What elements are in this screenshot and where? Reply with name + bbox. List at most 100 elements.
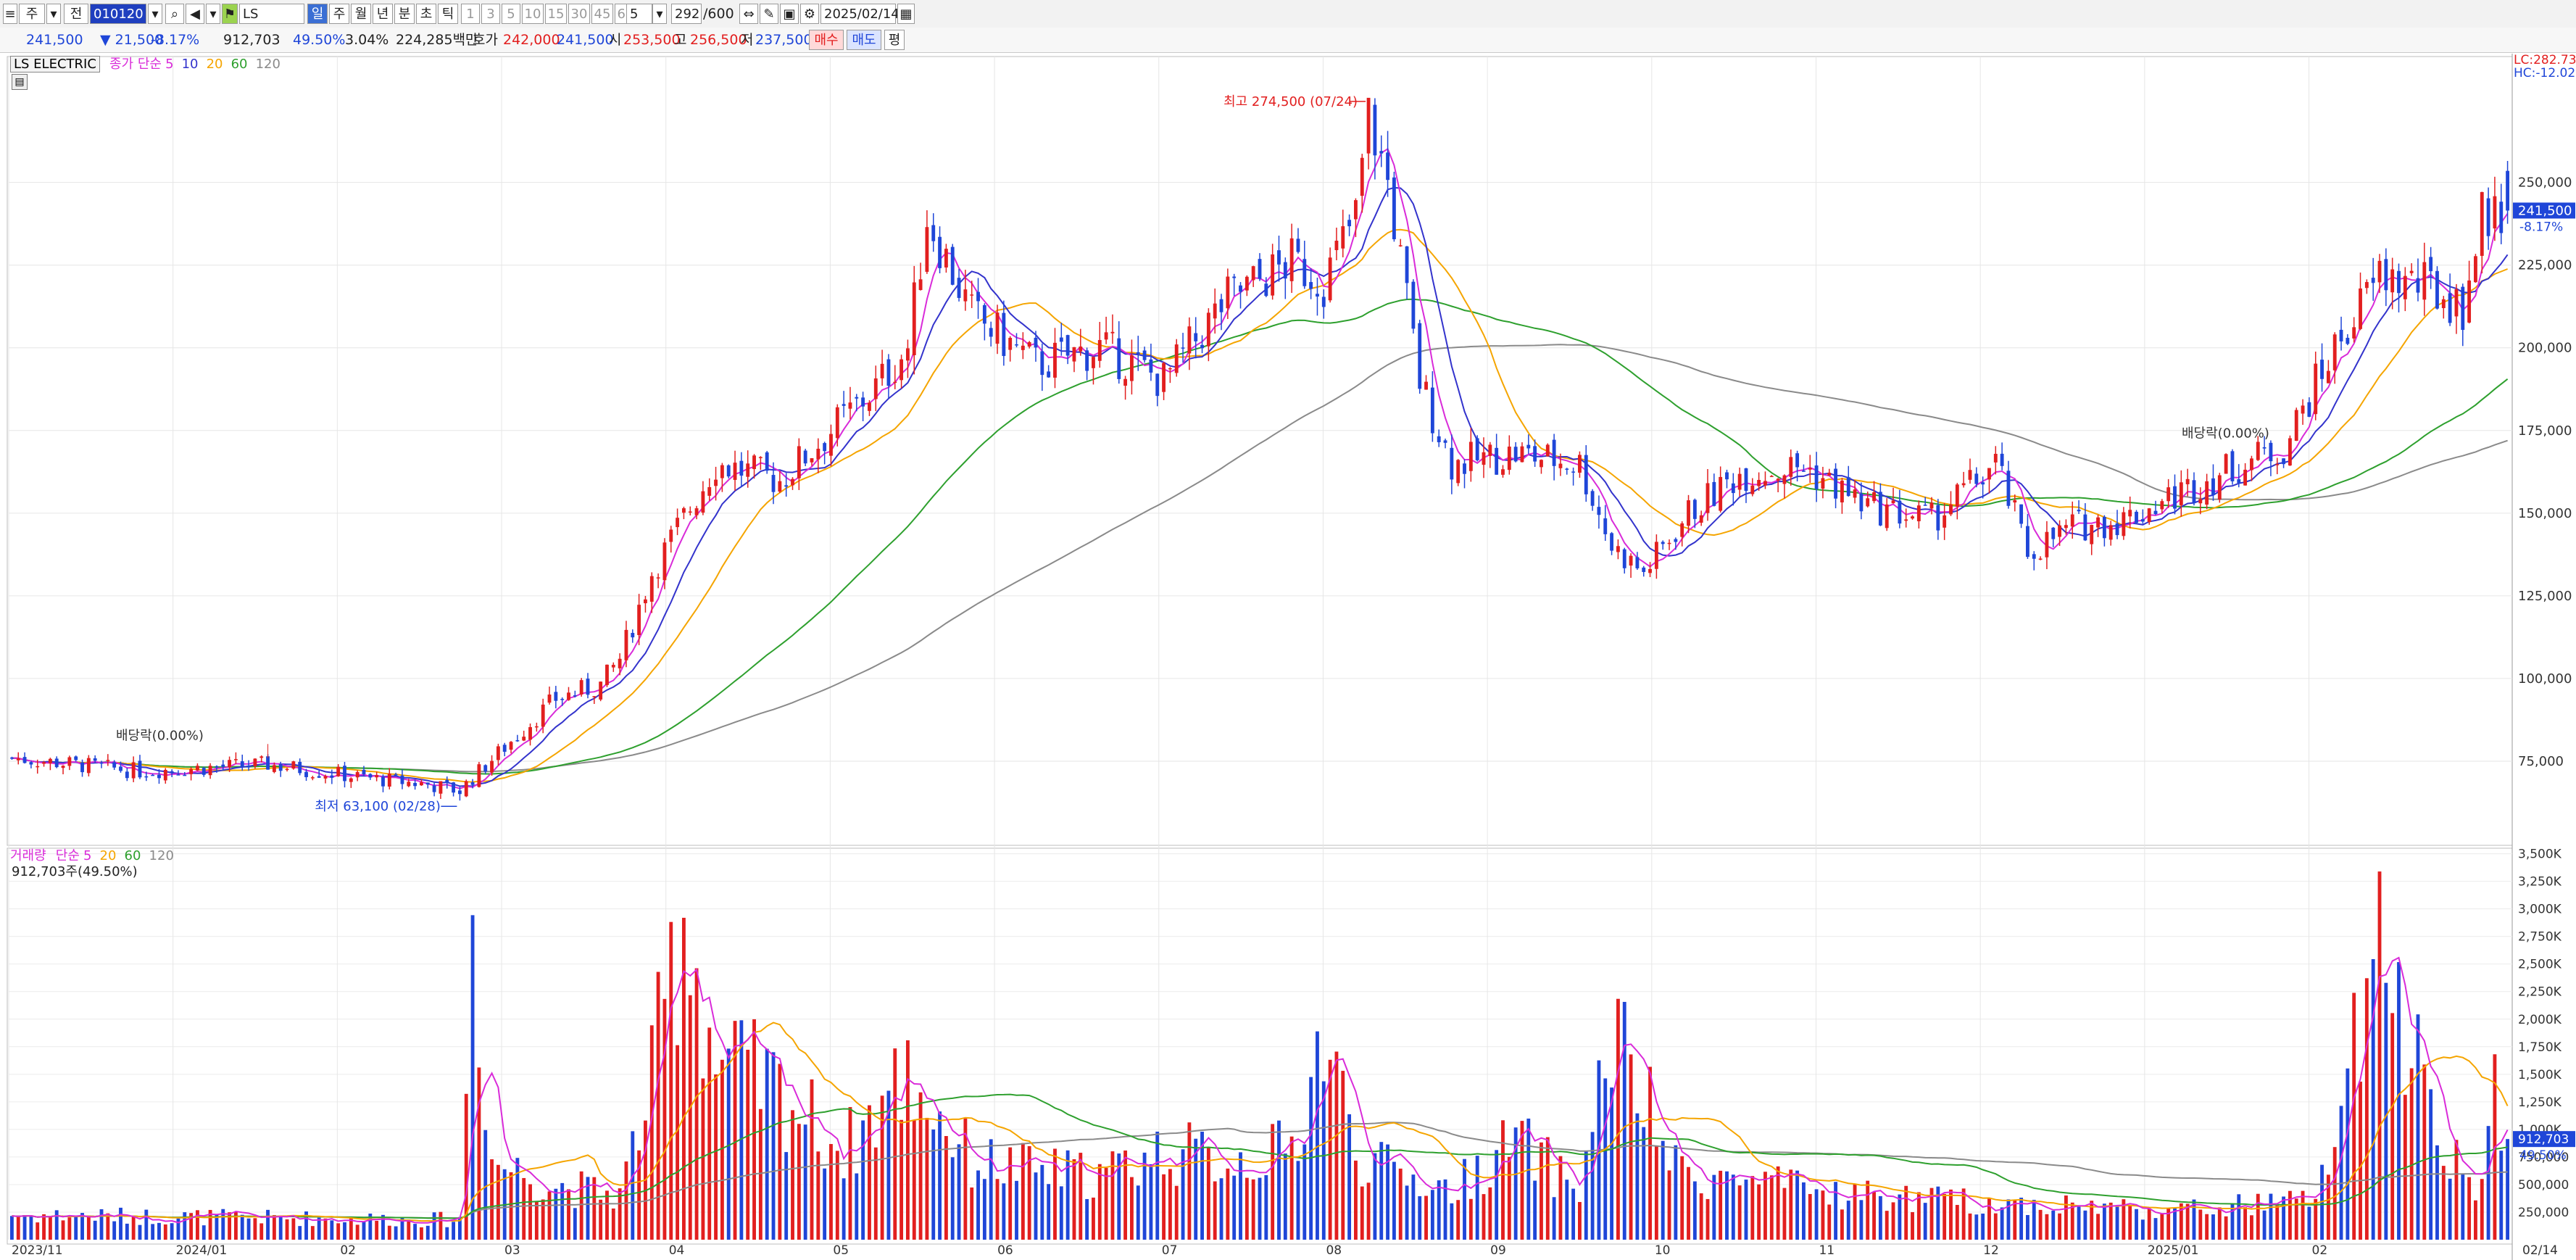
candle-body	[266, 756, 270, 770]
volume-bar	[1648, 1066, 1652, 1240]
volume-bar	[567, 1189, 570, 1240]
candle-body	[42, 762, 46, 764]
candle-body	[1513, 447, 1518, 462]
stock-name-field[interactable]: LS ELECTRI	[239, 4, 304, 42]
candle-body	[1565, 468, 1569, 470]
candle-body	[547, 694, 552, 703]
candle-body	[2403, 275, 2407, 299]
period-second-button[interactable]: 초	[416, 4, 436, 24]
candle-body	[1808, 468, 1812, 470]
date-field[interactable]: 2025/02/14	[820, 4, 899, 24]
stock-code-input[interactable]: 010120	[90, 4, 146, 24]
menu-arrow-icon[interactable]: ▾	[206, 4, 220, 24]
chart-type-button[interactable]: 주	[19, 4, 45, 24]
count-field[interactable]: 5	[626, 4, 652, 24]
volume-bar	[336, 1223, 341, 1240]
candle-body	[483, 765, 488, 772]
current-price-tag: 241,500	[2518, 203, 2572, 218]
x-tick-label: 10	[1655, 1243, 1671, 1258]
candle-body	[496, 746, 500, 760]
volume-bar	[259, 1223, 264, 1240]
candle-body	[176, 774, 180, 776]
period-minute-button[interactable]: 분	[394, 4, 415, 24]
eval-button[interactable]: 평	[884, 30, 905, 50]
minute-45-button[interactable]: 45	[591, 4, 613, 24]
chevron-down-icon[interactable]: ▾	[46, 4, 61, 24]
minute-5-button[interactable]: 5	[502, 4, 520, 24]
candle-body	[1840, 481, 1844, 502]
minute-10-button[interactable]: 10	[522, 4, 544, 24]
candle-body	[349, 778, 353, 782]
period-month-button[interactable]: 월	[351, 4, 371, 24]
candle-body	[1002, 312, 1006, 357]
menu-icon[interactable]: ≡	[3, 4, 17, 24]
volume-bar	[1271, 1124, 1275, 1240]
volume-bar	[1463, 1159, 1466, 1240]
volume-bar	[452, 1222, 456, 1240]
sell-button[interactable]: 매도	[847, 30, 881, 50]
candle-body	[1526, 444, 1531, 449]
buy-button[interactable]: 매수	[809, 30, 844, 50]
minute-15-button[interactable]: 15	[545, 4, 567, 24]
candle-body	[2147, 508, 2151, 523]
volume-bar	[183, 1212, 187, 1240]
candle-body	[2077, 510, 2081, 512]
candle-body	[560, 699, 565, 700]
candle-body	[2153, 510, 2158, 515]
volume-bar	[1584, 1151, 1588, 1240]
volume-bar	[554, 1188, 558, 1240]
volume-bar	[2083, 1210, 2087, 1240]
minute-3-button[interactable]: 3	[481, 4, 500, 24]
calendar-icon[interactable]: ▦	[897, 4, 915, 24]
gear-icon[interactable]: ⚙	[800, 4, 819, 24]
candle-body	[157, 774, 161, 779]
candle-body	[1289, 238, 1294, 281]
candle-body	[1347, 220, 1352, 227]
range-button[interactable]: 전	[64, 4, 88, 24]
volume-bar	[778, 1064, 782, 1240]
volume-bar	[1507, 1156, 1511, 1240]
candle-body	[16, 758, 20, 760]
zoom-icon[interactable]: ⇔	[739, 4, 758, 24]
volume-bar	[48, 1216, 52, 1240]
candle-body	[2058, 525, 2062, 537]
volume-bar	[2153, 1218, 2158, 1240]
volume-bar	[1302, 1144, 1307, 1240]
volume-bar	[2346, 1068, 2350, 1240]
save-icon[interactable]: ▣	[780, 4, 799, 24]
volume-bar	[2506, 1139, 2510, 1240]
crosshair-icon[interactable]: ✎	[760, 4, 778, 24]
volume-bar	[1168, 1169, 1172, 1240]
page-count-field[interactable]: 292	[671, 4, 702, 24]
stock-chart[interactable]: 75,000 100,000 125,000 150,000 175,000 200,00…	[0, 54, 2576, 1260]
period-tick-button[interactable]: 틱	[438, 4, 458, 24]
speaker-icon[interactable]: ◀	[186, 4, 204, 24]
volume-bar	[2371, 958, 2375, 1240]
ma60-path	[12, 298, 2509, 775]
candle-body	[1264, 283, 1268, 297]
count-dropdown-icon[interactable]: ▾	[652, 4, 667, 24]
volume-bar	[2314, 1198, 2318, 1240]
volume-bar	[1943, 1193, 1947, 1240]
candle-body	[228, 760, 232, 768]
volume-bar	[873, 1147, 878, 1240]
minute-30-button[interactable]: 30	[568, 4, 590, 24]
volume-bar	[2026, 1214, 2029, 1240]
volume-bar	[912, 1119, 916, 1240]
expand-icon[interactable]: ▤	[12, 74, 28, 90]
code-dropdown-icon[interactable]: ▾	[148, 4, 162, 24]
volume-bar	[1040, 1164, 1044, 1240]
minute-1-button[interactable]: 1	[461, 4, 480, 24]
volume-bar	[1341, 1071, 1345, 1240]
volume-bar	[2250, 1215, 2253, 1240]
search-icon[interactable]: ⌕	[165, 4, 184, 24]
period-day-button[interactable]: 일	[307, 4, 328, 24]
volume-bar	[2390, 1013, 2395, 1240]
period-year-button[interactable]: 년	[373, 4, 393, 24]
candle-body	[599, 681, 603, 700]
period-week-button[interactable]: 주	[329, 4, 349, 24]
volume-bar	[688, 995, 692, 1240]
volume-bar	[1123, 1150, 1128, 1240]
stock-legend-name[interactable]: LS ELECTRIC	[10, 56, 100, 72]
volume-tick-label: 1,750K	[2518, 1040, 2562, 1055]
